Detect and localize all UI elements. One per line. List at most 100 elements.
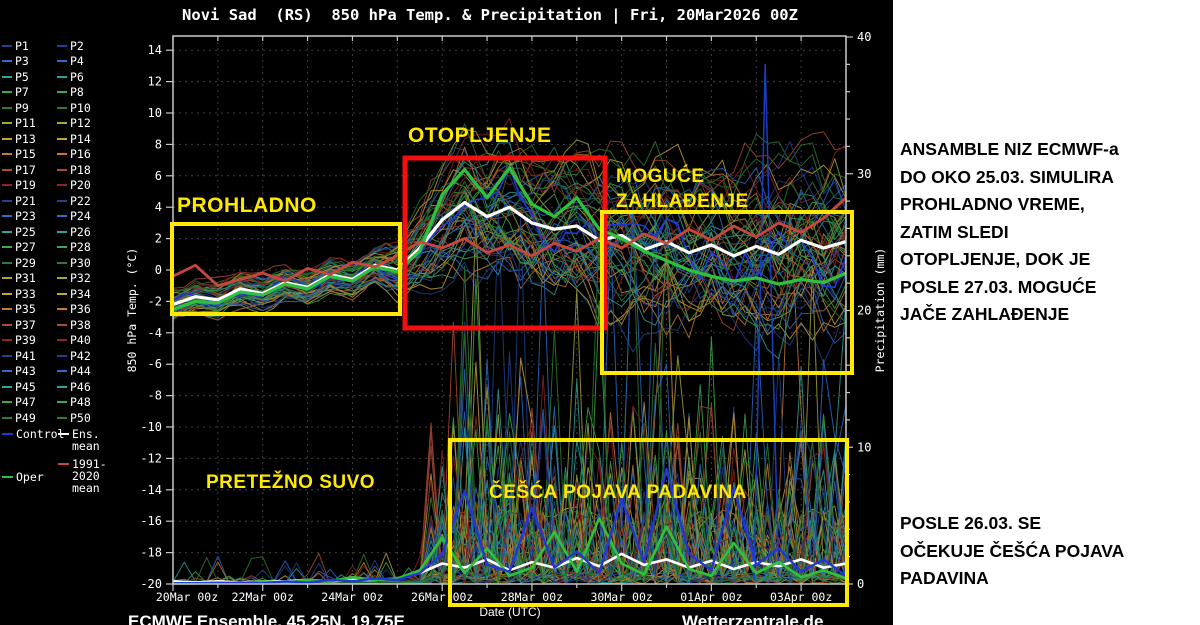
series-oper-temp- [173, 166, 846, 311]
legend-item-label: P42 [70, 348, 91, 363]
legend-color-dash [57, 137, 67, 140]
notable-precip-spike [753, 63, 780, 580]
legend-item-label: P32 [70, 271, 91, 286]
legend-color-dash [2, 60, 12, 63]
legend-item-ensmean: Ens. mean [58, 427, 130, 452]
legend-color-dash [57, 106, 67, 109]
legend-item-p17: P17 [2, 162, 57, 178]
legend-item-p16: P16 [57, 147, 128, 163]
svg-text:30Mar 00z: 30Mar 00z [591, 590, 653, 604]
svg-text:26Mar 00z: 26Mar 00z [411, 590, 473, 604]
svg-text:24Mar 00z: 24Mar 00z [321, 590, 383, 604]
y-axis-temp-title: 850 hPa Temp. (°C) [125, 248, 139, 373]
legend-item-p8: P8 [57, 85, 128, 101]
legend-color-dash [2, 292, 12, 295]
legend-item-label: Oper [16, 470, 44, 484]
legend-color-dash [2, 323, 12, 326]
legend-item-p3: P3 [2, 54, 57, 70]
legend: P1 P2 P3 P4 P5 P6 P7 P8 P9 P10 P11 P12 P13 P14 P15 P16 P… [2, 38, 130, 494]
legend-color-dash [57, 168, 67, 171]
legend-color-dash [2, 354, 12, 357]
legend-item-p48: P48 [57, 395, 128, 411]
legend-item-p7: P7 [2, 85, 57, 101]
analysis-panel: ANSAMBLE NIZ ECMWF-a DO OKO 25.03. SIMUL… [893, 0, 1200, 625]
svg-text:20Mar 00z: 20Mar 00z [156, 590, 218, 604]
legend-item-p11: P11 [2, 116, 57, 132]
analysis-text-lower: POSLE 26.03. SE OČEKUJE ČEŠĆA POJAVA PAD… [900, 513, 1125, 588]
legend-item-p38: P38 [57, 317, 128, 333]
legend-color-dash [57, 246, 67, 249]
legend-item-label: P34 [70, 286, 91, 301]
legend-color-dash [2, 261, 12, 264]
legend-item-p33: P33 [2, 286, 57, 302]
legend-color-dash [57, 215, 67, 218]
chart-title: Novi Sad (RS) 850 hPa Temp. & Precipitat… [182, 6, 798, 24]
footer-model-info: ECMWF Ensemble, 45.25N, 19.75E [128, 612, 405, 625]
legend-item-label: P35 [15, 302, 36, 317]
legend-item-label: P10 [70, 100, 91, 115]
legend-color-dash [2, 199, 12, 202]
legend-color-dash [57, 60, 67, 63]
legend-item-p6: P6 [57, 69, 128, 85]
svg-text:10: 10 [148, 106, 162, 120]
legend-item-p2: P2 [57, 38, 128, 54]
label-pretezno: PRETEŽNO SUVO [206, 471, 375, 493]
legend-item-p29: P29 [2, 255, 57, 271]
legend-color-dash [2, 476, 13, 478]
legend-item-label: P26 [70, 224, 91, 239]
legend-color-dash [2, 184, 12, 187]
svg-text:-2: -2 [148, 294, 162, 308]
label-moguce: MOGUĆE [616, 165, 705, 187]
legend-color-dash [57, 339, 67, 342]
svg-text:30: 30 [857, 167, 871, 181]
legend-item-label: P8 [70, 85, 84, 100]
legend-item-p50: P50 [57, 410, 128, 426]
box-zahladjenje [600, 210, 854, 375]
svg-text:-8: -8 [148, 389, 162, 403]
legend-item-p13: P13 [2, 131, 57, 147]
svg-text:12: 12 [148, 75, 162, 89]
legend-item-label: P31 [15, 271, 36, 286]
legend-item-p36: P36 [57, 302, 128, 318]
box-prohladno [170, 222, 402, 316]
legend-item-label: P1 [15, 38, 29, 53]
svg-text:28Mar 00z: 28Mar 00z [501, 590, 563, 604]
svg-text:-20: -20 [140, 577, 162, 591]
legend-item-label: P36 [70, 302, 91, 317]
legend-item-clim: 1991-2020 mean [58, 457, 130, 494]
label-zahladjenje: ZAHLAĐENJE [616, 191, 749, 212]
svg-text:0: 0 [155, 263, 162, 277]
legend-item-p42: P42 [57, 348, 128, 364]
legend-item-p35: P35 [2, 302, 57, 318]
svg-text:2: 2 [155, 232, 162, 246]
legend-item-label: P38 [70, 317, 91, 332]
legend-item-p43: P43 [2, 364, 57, 380]
legend-color-dash [58, 463, 69, 465]
legend-item-p49: P49 [2, 410, 57, 426]
legend-item-label: P5 [15, 69, 29, 84]
legend-color-dash [2, 416, 12, 419]
legend-item-p25: P25 [2, 224, 57, 240]
svg-text:-10: -10 [140, 420, 162, 434]
svg-text:-6: -6 [148, 357, 162, 371]
y-axis-precip-title: Precipitation (mm) [873, 248, 887, 373]
legend-color-dash [2, 215, 12, 218]
annotations: PROHLADNO OTOPLJENJE MOGUĆE ZAHLAĐENJE PRETE… [170, 124, 854, 607]
legend-item-label: P25 [15, 224, 36, 239]
svg-text:6: 6 [155, 169, 162, 183]
legend-color-dash [2, 308, 12, 311]
legend-item-p19: P19 [2, 178, 57, 194]
svg-text:0: 0 [857, 577, 864, 591]
legend-item-label: P20 [70, 178, 91, 193]
legend-item-label: P29 [15, 255, 36, 270]
legend-color-dash [57, 354, 67, 357]
legend-item-p14: P14 [57, 131, 128, 147]
legend-color-dash [57, 401, 67, 404]
legend-item-p21: P21 [2, 193, 57, 209]
legend-color-dash [57, 308, 67, 311]
legend-color-dash [2, 433, 13, 435]
legend-color-dash [57, 44, 67, 47]
legend-item-label: P21 [15, 193, 36, 208]
legend-item-p23: P23 [2, 209, 57, 225]
svg-text:14: 14 [148, 43, 162, 57]
